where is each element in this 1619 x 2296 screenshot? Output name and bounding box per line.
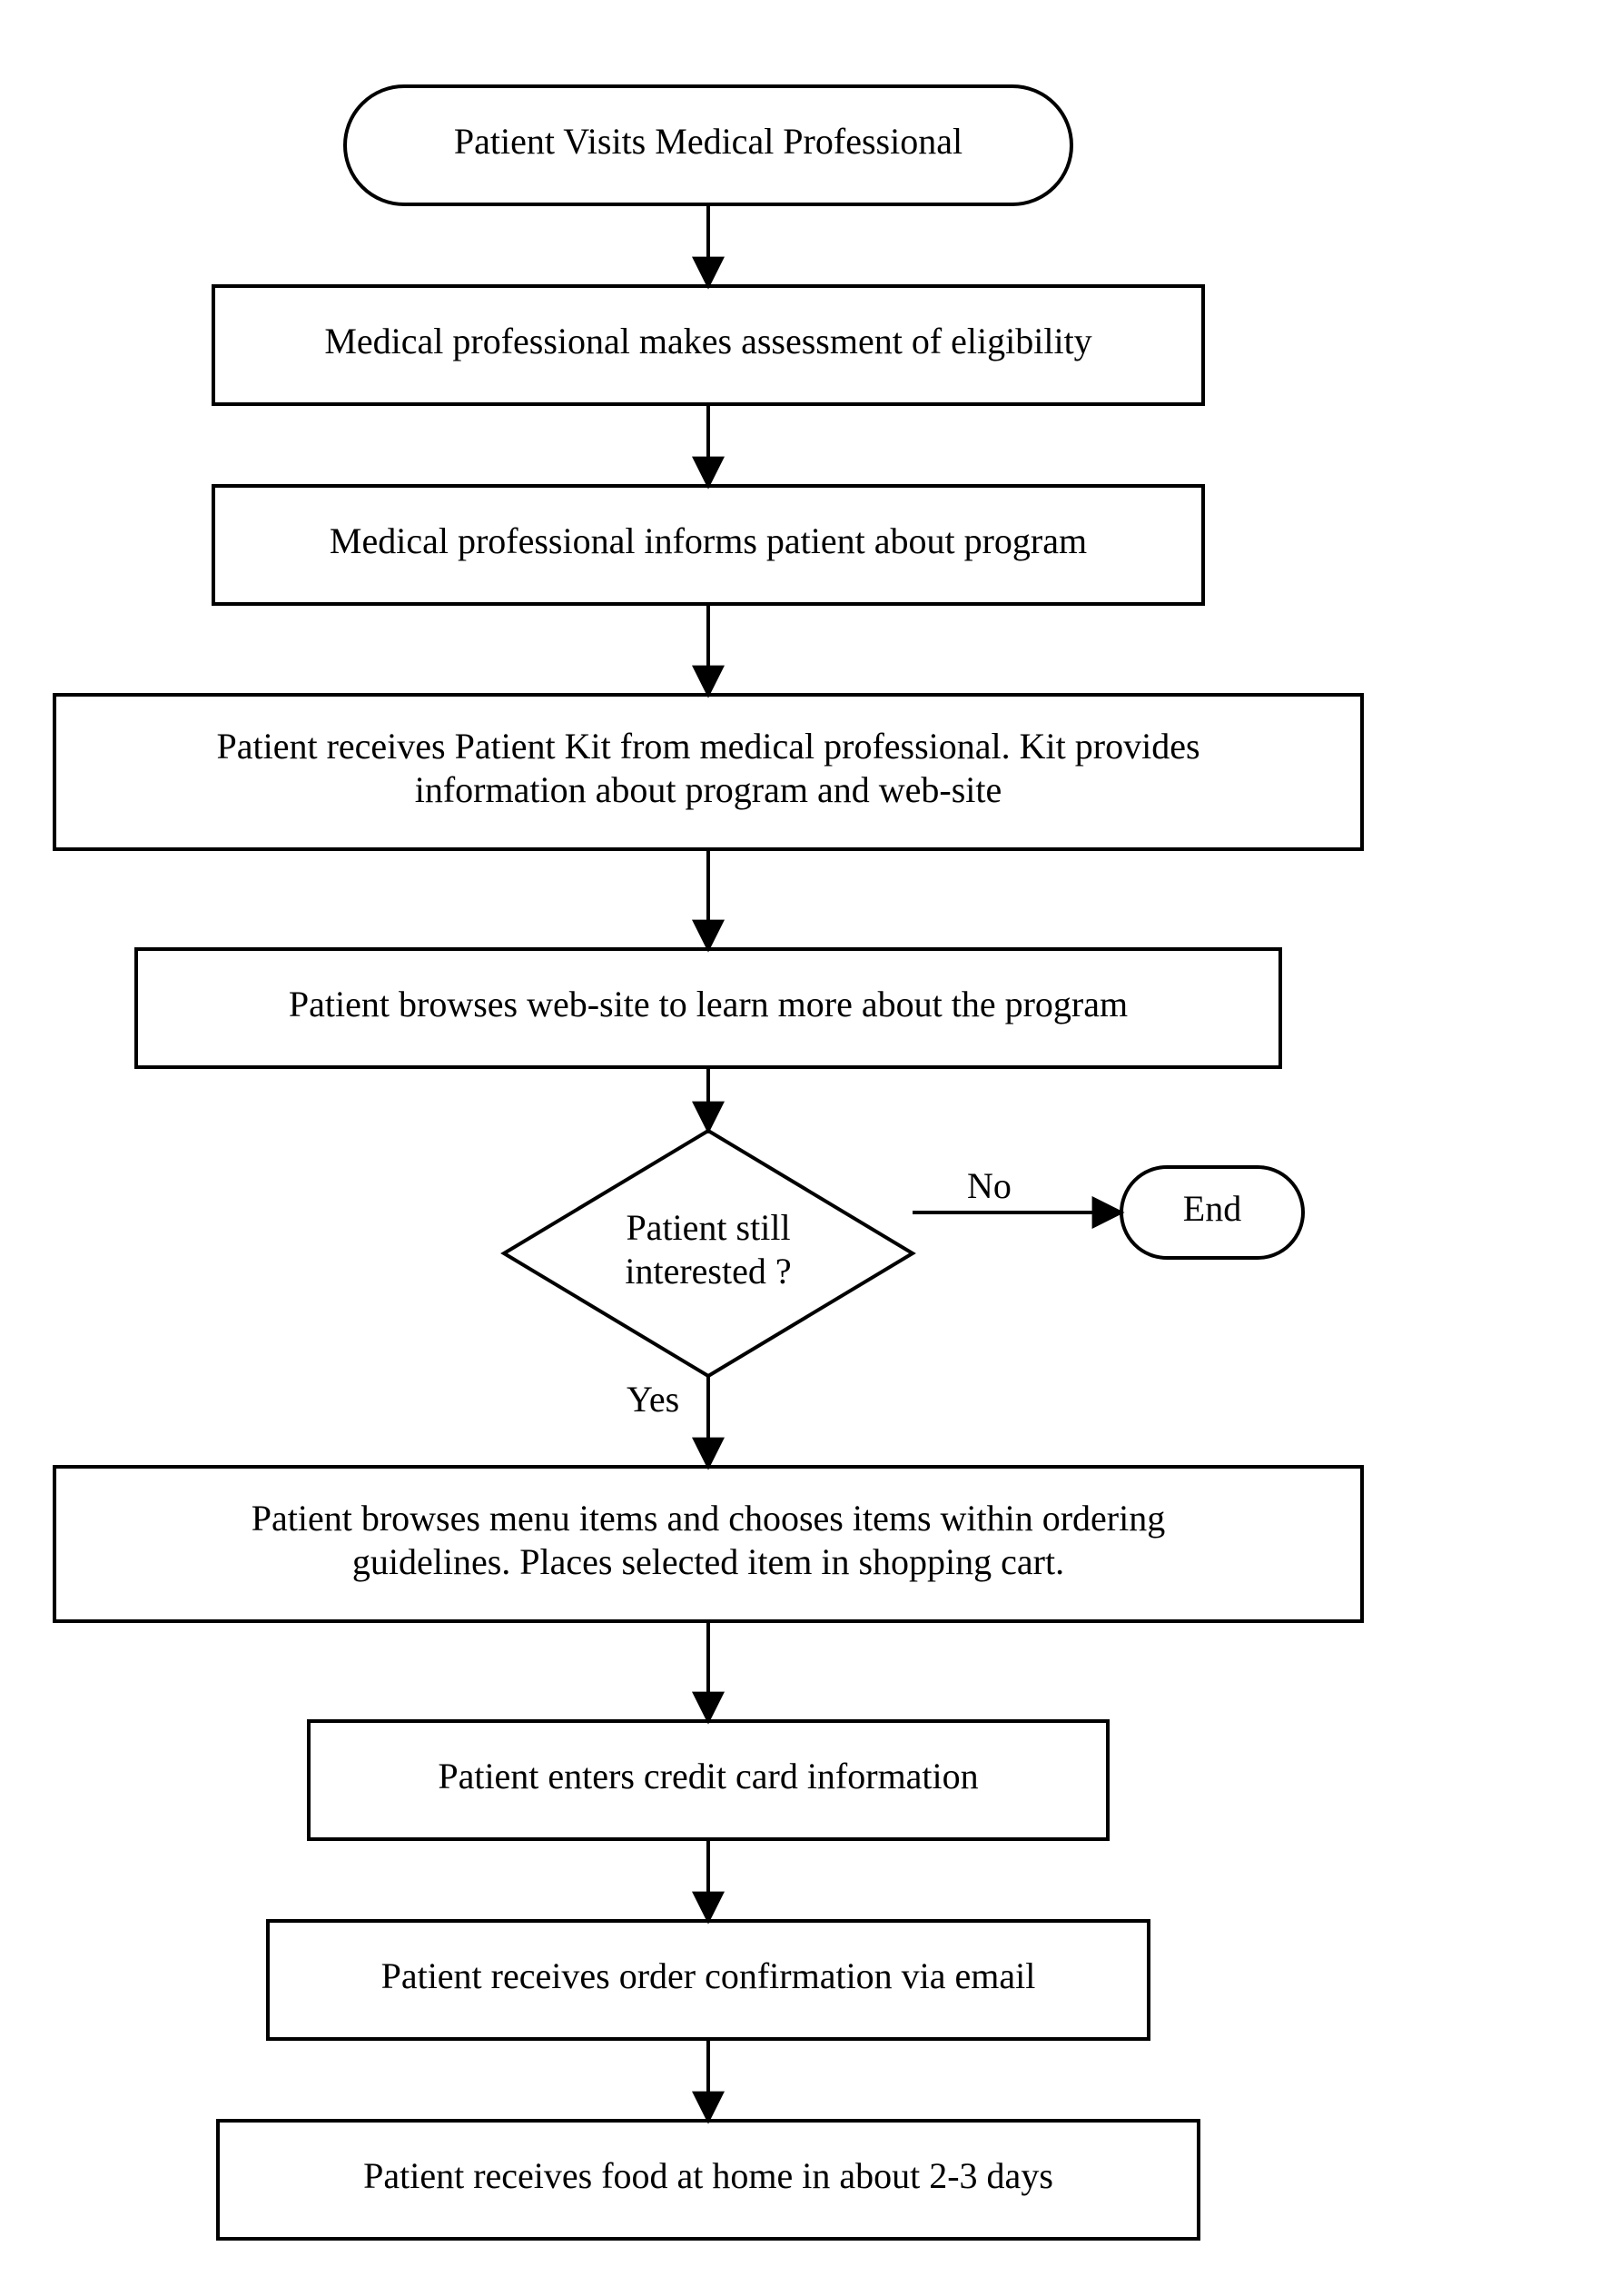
node-n7-label: End — [1183, 1188, 1241, 1229]
edge-label-n6-n7: No — [967, 1165, 1012, 1206]
node-n9: Patient enters credit card information — [309, 1721, 1108, 1839]
node-n8: Patient browses menu items and chooses i… — [54, 1467, 1362, 1621]
edge-label-n6-n8: Yes — [627, 1379, 679, 1420]
node-n11: Patient receives food at home in about 2… — [218, 2121, 1199, 2239]
node-n3-label: Medical professional informs patient abo… — [330, 520, 1087, 561]
node-n6: Patient stillinterested ? — [504, 1131, 913, 1376]
node-n3: Medical professional informs patient abo… — [213, 486, 1203, 604]
edge-n6-n8: Yes — [627, 1376, 708, 1467]
node-n5-label: Patient browses web-site to learn more a… — [289, 984, 1128, 1024]
edge-n6-n7: No — [913, 1165, 1121, 1212]
node-n1: Patient Visits Medical Professional — [345, 86, 1071, 204]
node-n5: Patient browses web-site to learn more a… — [136, 949, 1280, 1067]
node-n6-label: Patient stillinterested ? — [625, 1207, 791, 1292]
flowchart-svg: No Yes Patient Visits Medical Professional… — [0, 0, 1619, 2296]
node-n8-label: Patient browses menu items and chooses i… — [252, 1498, 1166, 1582]
node-n4: Patient receives Patient Kit from medica… — [54, 695, 1362, 849]
node-n7: End — [1121, 1167, 1303, 1258]
node-n9-label: Patient enters credit card information — [438, 1756, 978, 1796]
node-n2: Medical professional makes assessment of… — [213, 286, 1203, 404]
node-n10: Patient receives order confirmation via … — [268, 1921, 1149, 2039]
node-n10-label: Patient receives order confirmation via … — [381, 1955, 1036, 1996]
node-n11-label: Patient receives food at home in about 2… — [363, 2155, 1053, 2196]
node-n4-label: Patient receives Patient Kit from medica… — [216, 726, 1199, 810]
node-n2-label: Medical professional makes assessment of… — [324, 321, 1091, 361]
node-n1-label: Patient Visits Medical Professional — [454, 121, 963, 162]
